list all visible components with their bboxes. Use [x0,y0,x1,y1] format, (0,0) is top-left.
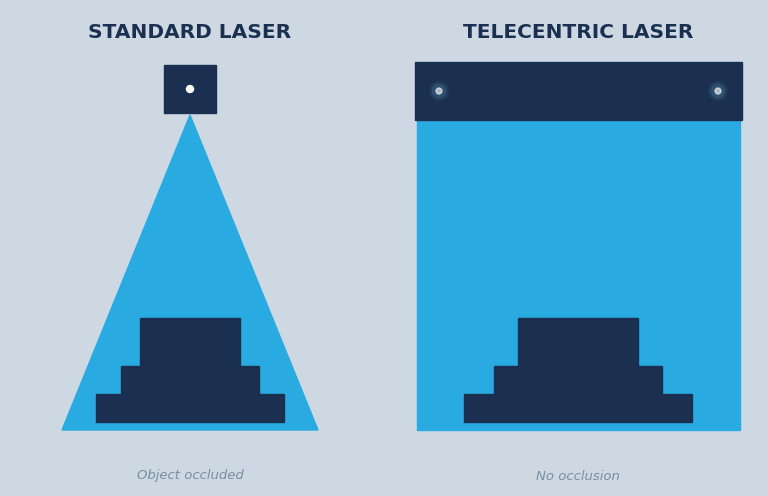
Circle shape [432,84,445,98]
Text: No occlusion: No occlusion [536,470,620,483]
Text: STANDARD LASER: STANDARD LASER [88,22,292,42]
Bar [417,120,740,430]
Bar [121,366,259,394]
Circle shape [430,82,448,100]
Text: TELECENTRIC LASER: TELECENTRIC LASER [463,22,694,42]
Circle shape [711,84,724,98]
Bar [164,65,216,113]
Circle shape [187,85,194,92]
Bar [96,394,284,422]
Circle shape [715,88,721,94]
Bar [140,318,240,366]
Text: Object occluded: Object occluded [137,470,243,483]
Circle shape [436,88,442,94]
Circle shape [709,82,727,100]
Bar [415,62,742,120]
Bar [494,366,662,394]
Bar [518,318,638,366]
Bar [464,394,692,422]
Polygon shape [62,115,318,430]
